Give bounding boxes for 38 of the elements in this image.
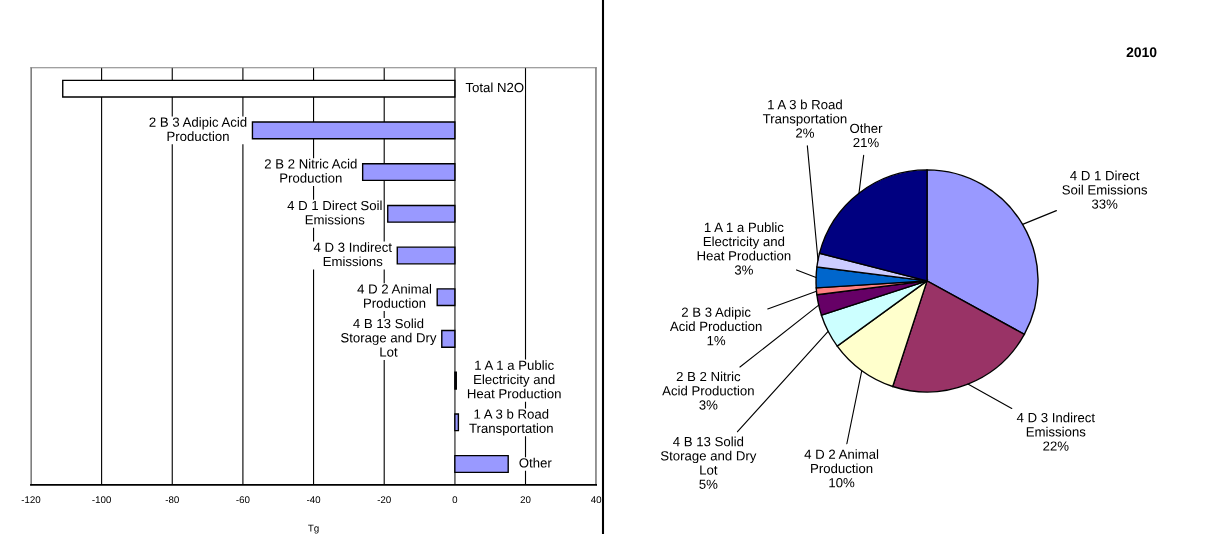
data-label: 33% bbox=[1091, 199, 1118, 209]
slice-label: 4 D 2 Animal Production bbox=[804, 449, 879, 474]
data-label: 1% bbox=[707, 335, 726, 346]
slice-label: 4 D 3 Indirect Emissions bbox=[1016, 412, 1095, 437]
data-label: 3% bbox=[734, 265, 753, 275]
bar bbox=[396, 246, 456, 265]
x-axis-title: Tg bbox=[308, 524, 319, 534]
bar bbox=[441, 329, 456, 348]
data-label: 21% bbox=[853, 137, 879, 148]
x-tick-label: -60 bbox=[236, 496, 250, 504]
bar bbox=[436, 288, 456, 307]
x-tick-label: -80 bbox=[165, 496, 179, 504]
slice-label: 4 D 1 Direct Soil Emissions bbox=[1062, 170, 1148, 195]
x-tick-label: -120 bbox=[21, 496, 41, 504]
x-tick-label: 40 bbox=[590, 496, 602, 504]
x-tick-label: -100 bbox=[92, 496, 111, 504]
data-label: 3% bbox=[699, 400, 718, 410]
bar bbox=[387, 204, 456, 223]
x-tick-label: 20 bbox=[520, 496, 531, 504]
slice-label: 4 B 13 Solid Storage and Dry Lot bbox=[660, 436, 757, 475]
y-tick-label: 1 A 3 b Road Transportation bbox=[469, 409, 553, 436]
slice-label: 2 B 3 Adipic Acid Production bbox=[669, 307, 762, 332]
data-label: 2% bbox=[796, 128, 814, 138]
y-tick-label: Total N2O bbox=[465, 82, 524, 93]
x-tick-label: -40 bbox=[306, 496, 321, 504]
data-label: 22% bbox=[1043, 441, 1069, 451]
slice-label: 2 B 2 Nitric Acid Production bbox=[662, 371, 754, 396]
data-label: 10% bbox=[829, 478, 855, 488]
bar bbox=[454, 413, 460, 432]
slice-label: Other bbox=[850, 123, 883, 134]
x-tick-label: -20 bbox=[377, 496, 391, 504]
bar bbox=[454, 454, 509, 474]
data-label: 5% bbox=[699, 479, 718, 489]
x-tick-label: 0 bbox=[452, 496, 458, 504]
slice-label: 1 A 1 a Public Electricity and Heat Production bbox=[697, 222, 791, 261]
chart-title: 2010 bbox=[1126, 47, 1157, 58]
slice-label: 1 A 3 b Road Transportation bbox=[762, 99, 847, 127]
y-tick-label: 1 A 1 a Public Electricity and Heat Production bbox=[467, 360, 561, 399]
